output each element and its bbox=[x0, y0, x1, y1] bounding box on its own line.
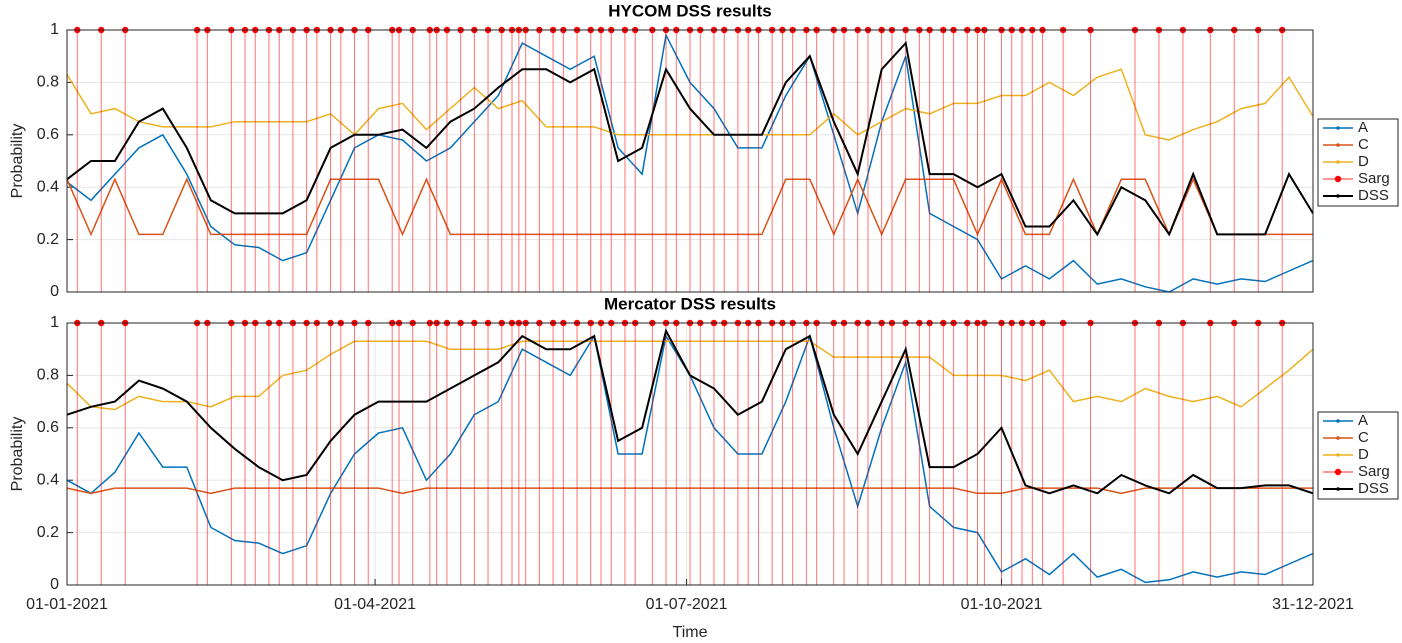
x-tick-label: 01-07-2021 bbox=[646, 596, 728, 613]
y-tick-label: 0.6 bbox=[37, 419, 59, 436]
x-axis-label: Time bbox=[673, 624, 708, 641]
x-tick-label: 01-04-2021 bbox=[334, 596, 416, 613]
legend-marker bbox=[1336, 160, 1340, 164]
legend-marker bbox=[1334, 175, 1342, 183]
legend-label: Sarg bbox=[1358, 170, 1390, 187]
legend-marker bbox=[1336, 419, 1340, 423]
plot-frame bbox=[66, 322, 1314, 586]
legend-label: A bbox=[1358, 119, 1368, 136]
y-tick-label: 0.4 bbox=[37, 178, 59, 195]
y-tick-label: 0.8 bbox=[37, 367, 59, 384]
y-tick-label: 0.2 bbox=[37, 524, 59, 541]
y-tick-label: 1 bbox=[50, 314, 59, 331]
x-tick-label: 01-10-2021 bbox=[961, 596, 1043, 613]
y-axis-label: Probability bbox=[9, 124, 26, 199]
legend-label: Sarg bbox=[1358, 463, 1390, 480]
legend-label: D bbox=[1358, 446, 1369, 463]
legend-label: C bbox=[1358, 136, 1369, 153]
legend-label: DSS bbox=[1358, 480, 1389, 497]
legend-label: C bbox=[1358, 429, 1369, 446]
x-tick-label: 31-12-2021 bbox=[1272, 596, 1354, 613]
legend-marker bbox=[1336, 436, 1340, 440]
y-tick-label: 0.2 bbox=[37, 231, 59, 248]
y-axis-label: Probability bbox=[9, 417, 26, 492]
y-tick-label: 0.8 bbox=[37, 74, 59, 91]
y-tick-label: 0 bbox=[50, 283, 59, 300]
legend-label: D bbox=[1358, 153, 1369, 170]
legend-label: A bbox=[1358, 412, 1368, 429]
chart-title: Mercator DSS results bbox=[604, 294, 776, 313]
y-tick-label: 0.4 bbox=[37, 471, 59, 488]
legend-marker bbox=[1336, 194, 1340, 198]
legend-marker bbox=[1336, 126, 1340, 130]
chart-title: HYCOM DSS results bbox=[608, 1, 771, 20]
y-tick-label: 0 bbox=[50, 576, 59, 593]
legend-marker bbox=[1334, 468, 1342, 476]
y-tick-label: 1 bbox=[50, 21, 59, 38]
plot-frame bbox=[66, 29, 1314, 293]
x-tick-label: 01-01-2021 bbox=[26, 596, 108, 613]
legend-label: DSS bbox=[1358, 187, 1389, 204]
legend-marker bbox=[1336, 143, 1340, 147]
y-tick-label: 0.6 bbox=[37, 126, 59, 143]
series-line bbox=[66, 40, 1314, 237]
legend-marker bbox=[1336, 453, 1340, 457]
series-line bbox=[66, 328, 1314, 495]
legend-marker bbox=[1336, 487, 1340, 491]
